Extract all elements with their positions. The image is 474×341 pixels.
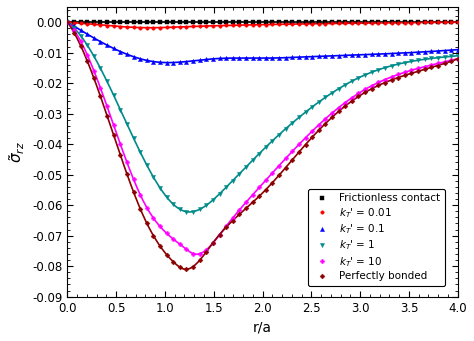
$k_{T}$' = 10	[197, 252, 202, 256]
Perfectly bonded	[64, 20, 70, 24]
Frictionless contact	[177, 20, 182, 24]
$k_{T}$' = 0.1	[64, 20, 70, 24]
$k_{T}$' = 1	[131, 136, 137, 140]
$k_{T}$' = 0.1	[455, 48, 461, 52]
$k_{T}$' = 1	[183, 210, 189, 214]
$k_{T}$' = 1	[64, 20, 70, 24]
$k_{T}$' = 10	[203, 248, 209, 252]
$k_{T}$' = 0.1	[131, 55, 137, 59]
$k_{T}$' = 0.01	[64, 20, 70, 24]
Line: Perfectly bonded: Perfectly bonded	[65, 20, 459, 271]
Line: $k_{T}$' = 1: $k_{T}$' = 1	[65, 20, 460, 214]
Line: $k_{T}$' = 0.1: $k_{T}$' = 0.1	[65, 20, 460, 65]
$k_{T}$' = 10	[164, 231, 170, 235]
Perfectly bonded	[131, 190, 137, 194]
$k_{T}$' = 0.01	[151, 26, 156, 30]
$k_{T}$' = 0.01	[170, 25, 176, 29]
$k_{T}$' = 1	[164, 195, 170, 199]
$k_{T}$' = 10	[131, 177, 137, 181]
Frictionless contact	[455, 20, 461, 24]
$k_{T}$' = 1	[203, 203, 209, 207]
Frictionless contact	[131, 20, 137, 24]
$k_{T}$' = 0.01	[203, 24, 209, 28]
Perfectly bonded	[203, 250, 209, 254]
Line: $k_{T}$' = 10: $k_{T}$' = 10	[65, 20, 460, 256]
$k_{T}$' = 10	[177, 242, 182, 246]
$k_{T}$' = 1	[177, 207, 182, 211]
$k_{T}$' = 0.01	[183, 25, 189, 29]
Frictionless contact	[64, 20, 70, 24]
$k_{T}$' = 1	[455, 54, 461, 58]
Frictionless contact	[190, 20, 196, 24]
Y-axis label: $\tilde{\sigma}_{rz}$: $\tilde{\sigma}_{rz}$	[7, 141, 27, 163]
Perfectly bonded	[183, 267, 189, 271]
Perfectly bonded	[455, 57, 461, 61]
$k_{T}$' = 0.1	[164, 61, 170, 65]
$k_{T}$' = 0.01	[316, 21, 322, 26]
$k_{T}$' = 0.1	[316, 54, 322, 58]
Legend: Frictionless contact, $k_{T}$' = 0.01, $k_{T}$' = 0.1, $k_{T}$' = 1, $k_{T}$' = : Frictionless contact, $k_{T}$' = 0.01, $…	[308, 189, 445, 286]
Perfectly bonded	[197, 258, 202, 262]
Frictionless contact	[310, 20, 315, 24]
Frictionless contact	[197, 20, 202, 24]
$k_{T}$' = 0.01	[197, 24, 202, 28]
Frictionless contact	[164, 20, 170, 24]
Line: Frictionless contact: Frictionless contact	[65, 20, 459, 24]
$k_{T}$' = 1	[197, 207, 202, 211]
X-axis label: r/a: r/a	[253, 320, 272, 334]
Perfectly bonded	[164, 253, 170, 257]
$k_{T}$' = 0.01	[131, 25, 137, 29]
$k_{T}$' = 10	[64, 20, 70, 24]
$k_{T}$' = 10	[455, 57, 461, 61]
$k_{T}$' = 0.1	[203, 57, 209, 61]
$k_{T}$' = 0.1	[170, 60, 176, 64]
Line: $k_{T}$' = 0.01: $k_{T}$' = 0.01	[65, 20, 459, 29]
Perfectly bonded	[316, 128, 322, 132]
$k_{T}$' = 0.01	[455, 20, 461, 24]
$k_{T}$' = 0.1	[183, 60, 189, 64]
Perfectly bonded	[177, 265, 182, 269]
$k_{T}$' = 10	[316, 123, 322, 127]
$k_{T}$' = 0.1	[197, 58, 202, 62]
$k_{T}$' = 10	[190, 252, 196, 256]
$k_{T}$' = 1	[316, 100, 322, 104]
